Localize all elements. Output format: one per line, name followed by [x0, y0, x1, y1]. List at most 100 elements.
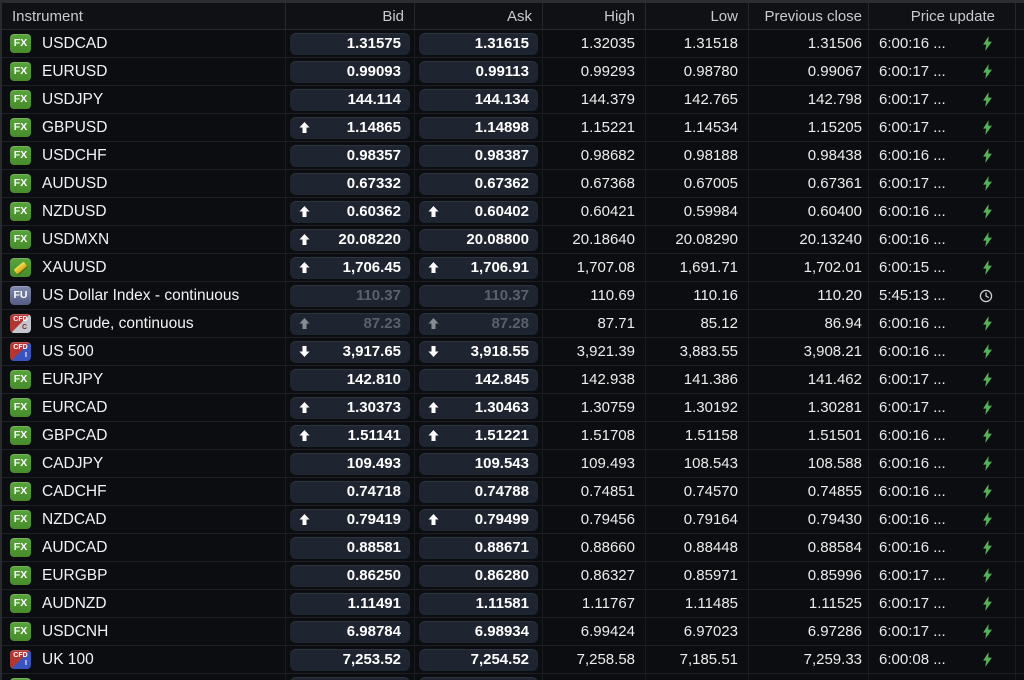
bid-button[interactable]: 144.114: [290, 88, 410, 111]
table-row[interactable]: FU US Dollar Index - continuous 110.37 1…: [0, 282, 1024, 310]
ask-button[interactable]: 1.14898: [419, 116, 538, 139]
instrument-name: AUDUSD: [42, 174, 108, 192]
table-row[interactable]: FX EURCAD 1.30373 1.30463 1.30759 1.3019…: [0, 394, 1024, 422]
header-low[interactable]: Low: [645, 3, 748, 29]
bid-button[interactable]: 142.810: [290, 368, 410, 391]
table-row[interactable]: FX USDJPY 144.114 144.134 144.379 142.76…: [0, 86, 1024, 114]
bid-button[interactable]: 0.99093: [290, 60, 410, 83]
table-row[interactable]: CFD I UK 100 7,253.52 7,254.52 7,258.58 7…: [0, 646, 1024, 674]
ask-button[interactable]: 1,706.91: [419, 256, 538, 279]
table-row[interactable]: FX USDCHF 0.98357 0.98387 0.98682 0.9818…: [0, 142, 1024, 170]
header-high[interactable]: High: [542, 3, 645, 29]
price-update-cell: 6:00:17 ...: [868, 394, 1015, 421]
table-row[interactable]: FX EURGBP 0.86250 0.86280 0.86327 0.8597…: [0, 562, 1024, 590]
bid-button[interactable]: 87.23: [290, 312, 410, 335]
ask-button[interactable]: 3,918.55: [419, 340, 538, 363]
ask-value: 109.543: [474, 455, 529, 472]
ask-button[interactable]: 1.30463: [419, 396, 538, 419]
low-value: 3,883.55: [645, 338, 748, 365]
ask-button[interactable]: 0.60402: [419, 200, 538, 223]
table-row[interactable]: FX GBPUSD 1.14865 1.14898 1.15221 1.1453…: [0, 114, 1024, 142]
bid-button[interactable]: 7,253.52: [290, 648, 410, 671]
table-row[interactable]: FX CADJPY 109.493 109.543 109.493 108.54…: [0, 450, 1024, 478]
bid-button[interactable]: 1.30373: [290, 396, 410, 419]
ask-button[interactable]: [419, 676, 538, 680]
bid-button[interactable]: 20.08220: [290, 228, 410, 251]
bid-button[interactable]: 1,706.45: [290, 256, 410, 279]
cfdi-instrument-badge: CFD I: [10, 342, 31, 361]
ask-button[interactable]: 0.88671: [419, 536, 538, 559]
row-end-spacer: [1015, 394, 1024, 421]
ask-button[interactable]: 0.79499: [419, 508, 538, 531]
instrument-cell: FX AUDNZD: [0, 590, 285, 617]
bid-button[interactable]: 0.60362: [290, 200, 410, 223]
table-row[interactable]: FX AUDNZD 1.11491 1.11581 1.11767 1.1148…: [0, 590, 1024, 618]
ask-button[interactable]: 7,254.52: [419, 648, 538, 671]
table-row[interactable]: FX: [0, 674, 1024, 680]
table-row[interactable]: FX AUDUSD 0.67332 0.67362 0.67368 0.6700…: [0, 170, 1024, 198]
bid-button[interactable]: [290, 676, 410, 680]
bid-button[interactable]: 1.51141: [290, 424, 410, 447]
bid-button[interactable]: 0.79419: [290, 508, 410, 531]
table-row[interactable]: FX AUDCAD 0.88581 0.88671 0.88660 0.8844…: [0, 534, 1024, 562]
header-price-update[interactable]: Price update: [868, 3, 1015, 29]
table-row[interactable]: CFD I US 500 3,917.65 3,918.55 3,921.39 3…: [0, 338, 1024, 366]
price-update-time: 6:00:17 ...: [879, 623, 946, 640]
high-value: 1.30759: [542, 394, 645, 421]
instrument-name: EURGBP: [42, 566, 108, 584]
table-row[interactable]: FX EURJPY 142.810 142.845 142.938 141.38…: [0, 366, 1024, 394]
table-row[interactable]: FX USDCAD 1.31575 1.31615 1.32035 1.3151…: [0, 30, 1024, 58]
ask-button[interactable]: 0.67362: [419, 172, 538, 195]
header-previous-close[interactable]: Previous close: [748, 3, 868, 29]
bid-button[interactable]: 0.86250: [290, 564, 410, 587]
ask-button[interactable]: 1.51221: [419, 424, 538, 447]
header-bid[interactable]: Bid: [285, 3, 414, 29]
bid-button[interactable]: 0.67332: [290, 172, 410, 195]
bid-value: 1.30373: [346, 399, 401, 416]
table-row[interactable]: FX USDMXN 20.08220 20.08800 20.18640 20.…: [0, 226, 1024, 254]
bid-button[interactable]: 0.98357: [290, 144, 410, 167]
header-instrument[interactable]: Instrument: [12, 7, 83, 25]
ask-cell: 1.14898: [414, 114, 542, 141]
table-row[interactable]: FX EURUSD 0.99093 0.99113 0.99293 0.9878…: [0, 58, 1024, 86]
ask-button[interactable]: 144.134: [419, 88, 538, 111]
bid-button[interactable]: 6.98784: [290, 620, 410, 643]
instrument-cell: FX CADCHF: [0, 478, 285, 505]
ask-button[interactable]: 1.31615: [419, 32, 538, 55]
bid-button[interactable]: 0.74718: [290, 480, 410, 503]
instrument-cell: FX EURCAD: [0, 394, 285, 421]
bid-button[interactable]: 0.88581: [290, 536, 410, 559]
bid-button[interactable]: 109.493: [290, 452, 410, 475]
header-ask[interactable]: Ask: [414, 3, 542, 29]
bid-button[interactable]: 1.11491: [290, 592, 410, 615]
ask-button[interactable]: 87.28: [419, 312, 538, 335]
ask-button[interactable]: 0.98387: [419, 144, 538, 167]
price-update-cell: 5:45:13 ...: [868, 282, 1015, 309]
instrument-name: AUDNZD: [42, 594, 107, 612]
bid-button[interactable]: 110.37: [290, 284, 410, 307]
table-row[interactable]: FX USDCNH 6.98784 6.98934 6.99424 6.9702…: [0, 618, 1024, 646]
bid-button[interactable]: 3,917.65: [290, 340, 410, 363]
ask-button[interactable]: 6.98934: [419, 620, 538, 643]
ask-button[interactable]: 109.543: [419, 452, 538, 475]
table-row[interactable]: FX NZDUSD 0.60362 0.60402 0.60421 0.5998…: [0, 198, 1024, 226]
bid-button[interactable]: 1.31575: [290, 32, 410, 55]
table-row[interactable]: FX CADCHF 0.74718 0.74788 0.74851 0.7457…: [0, 478, 1024, 506]
bid-button[interactable]: 1.14865: [290, 116, 410, 139]
table-row[interactable]: FX NZDCAD 0.79419 0.79499 0.79456 0.7916…: [0, 506, 1024, 534]
table-row[interactable]: FX GBPCAD 1.51141 1.51221 1.51708 1.5115…: [0, 422, 1024, 450]
arrow-up-icon: [428, 206, 440, 217]
ask-button[interactable]: 20.08800: [419, 228, 538, 251]
lightning-icon: [982, 456, 993, 471]
ask-button[interactable]: 1.11581: [419, 592, 538, 615]
header-spacer: [1015, 3, 1024, 29]
row-end-spacer: [1015, 254, 1024, 281]
ask-button[interactable]: 110.37: [419, 284, 538, 307]
ask-button[interactable]: 0.74788: [419, 480, 538, 503]
table-row[interactable]: XAUUSD 1,706.45 1,706.91 1,707.08 1,691.…: [0, 254, 1024, 282]
ask-button[interactable]: 0.99113: [419, 60, 538, 83]
table-row[interactable]: CFD C US Crude, continuous 87.23 87.28 87…: [0, 310, 1024, 338]
ask-button[interactable]: 142.845: [419, 368, 538, 391]
ask-button[interactable]: 0.86280: [419, 564, 538, 587]
high-value: 0.67368: [542, 170, 645, 197]
